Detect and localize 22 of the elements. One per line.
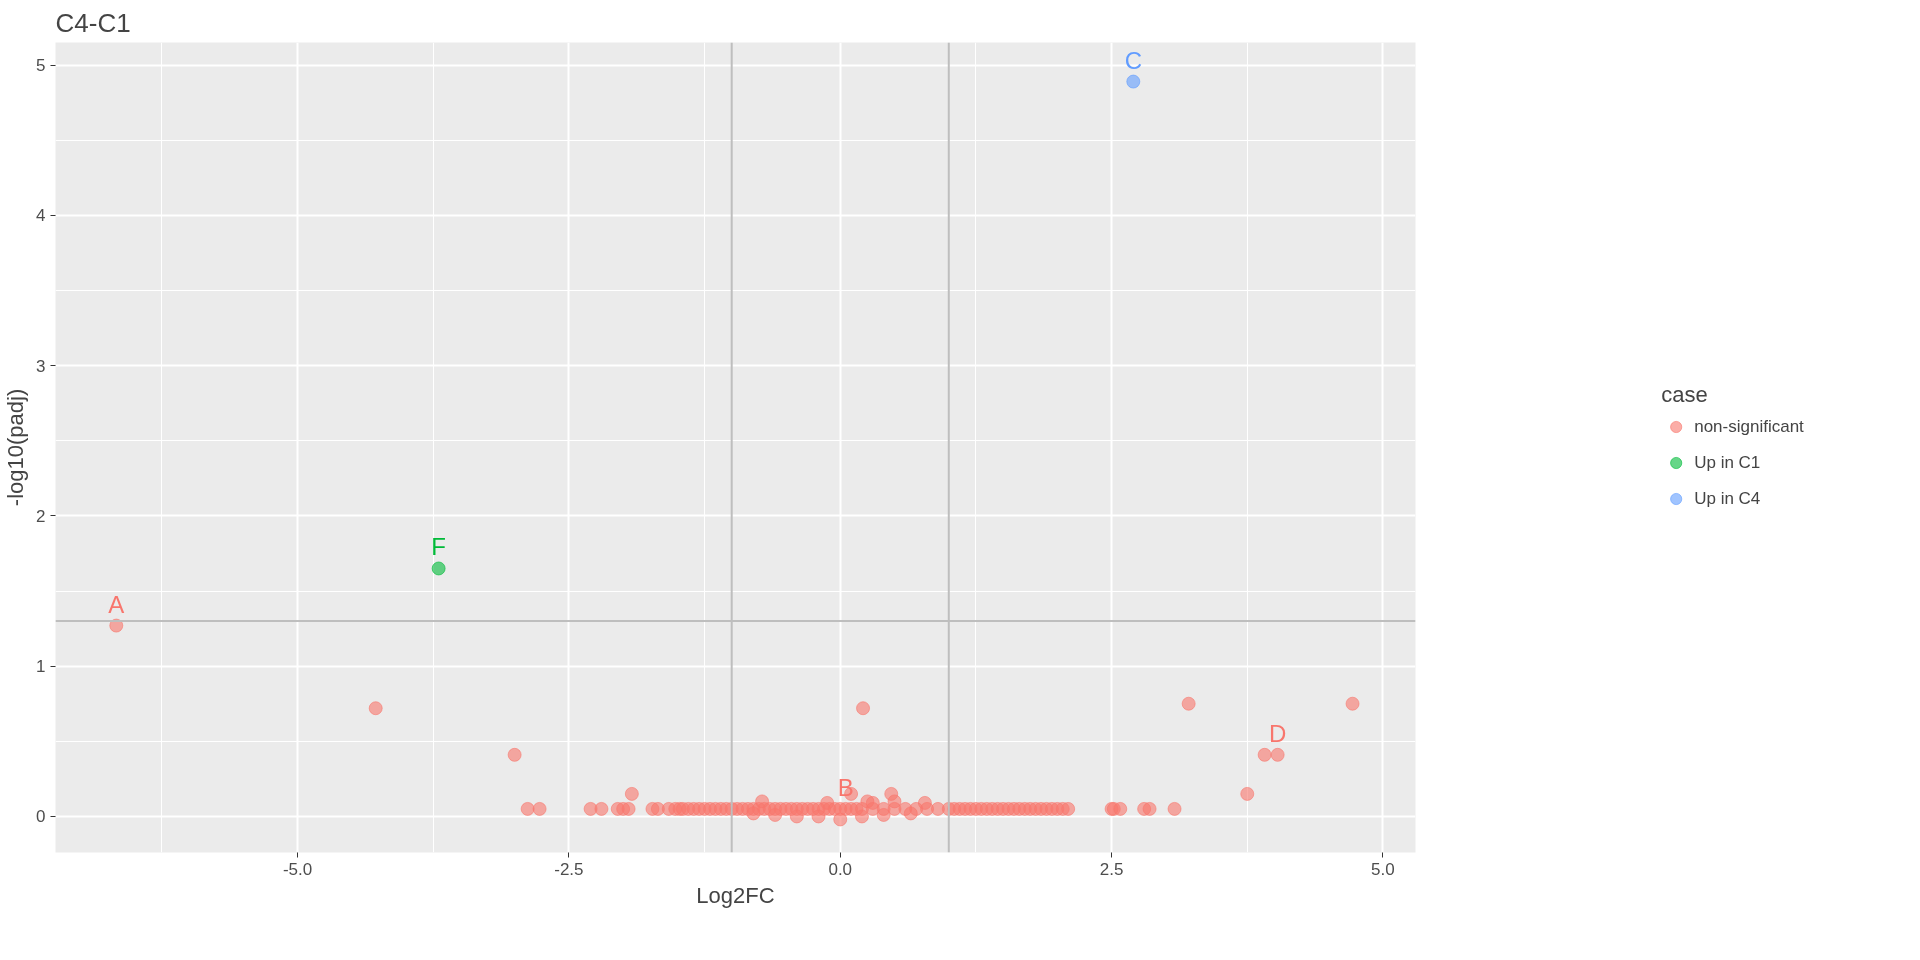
legend-label: Up in C1 [1694,452,1761,473]
y-tick-label: 2 [36,506,46,526]
annotation: C [1124,46,1142,74]
annotation: D [1268,719,1287,747]
x-tick-label: 2.5 [1099,859,1124,879]
y-tick-label: 5 [36,56,46,76]
y-tick-label: 0 [36,807,46,827]
chart-title: C4-C1 [55,7,131,38]
x-tick-label: -2.5 [554,859,584,879]
annotation: A [108,590,125,618]
y-tick-label: 3 [36,356,46,376]
x-tick-label: 0.0 [828,859,853,879]
x-tick-label: 5.0 [1371,859,1395,879]
annotation: F [431,533,446,561]
y-tick-label: 4 [36,206,46,226]
legend-label: non-significant [1694,416,1804,437]
legend-label: Up in C4 [1694,488,1761,509]
x-axis-title: Log2FC [696,882,775,908]
x-tick-label: -5.0 [282,859,313,879]
y-axis-title: -log10(padj) [3,388,29,507]
legend-title: case [1661,381,1709,408]
y-tick-label: 1 [36,657,46,677]
